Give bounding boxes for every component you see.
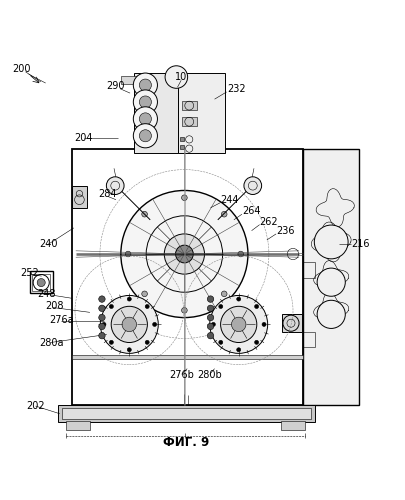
Bar	[121, 76, 149, 84]
Circle shape	[207, 296, 214, 302]
Circle shape	[244, 177, 262, 194]
Circle shape	[121, 190, 248, 318]
Circle shape	[99, 314, 105, 321]
Bar	[134, 73, 178, 154]
Bar	[303, 150, 359, 405]
Text: 240: 240	[39, 239, 57, 249]
Circle shape	[222, 291, 227, 296]
Circle shape	[207, 305, 214, 312]
Text: 232: 232	[228, 84, 246, 94]
Bar	[30, 272, 53, 293]
Circle shape	[237, 348, 241, 352]
Circle shape	[232, 317, 246, 332]
Circle shape	[127, 297, 131, 301]
Circle shape	[237, 297, 241, 301]
Circle shape	[317, 300, 345, 328]
Bar	[72, 354, 303, 360]
Bar	[181, 118, 197, 126]
Bar	[62, 408, 311, 419]
Circle shape	[99, 296, 105, 302]
Circle shape	[314, 225, 348, 259]
Circle shape	[122, 317, 136, 332]
Circle shape	[255, 304, 259, 308]
Circle shape	[139, 113, 151, 125]
Text: 216: 216	[351, 239, 370, 249]
Text: 244: 244	[221, 194, 239, 204]
Circle shape	[181, 308, 187, 313]
Bar	[178, 73, 225, 154]
Circle shape	[142, 291, 147, 296]
Text: ФИГ. 9: ФИГ. 9	[163, 436, 209, 449]
Text: 262: 262	[260, 217, 278, 227]
Bar	[181, 101, 197, 110]
Circle shape	[139, 79, 151, 91]
Circle shape	[139, 96, 151, 108]
Circle shape	[133, 107, 158, 131]
Circle shape	[142, 212, 147, 217]
Circle shape	[175, 245, 193, 263]
Circle shape	[111, 306, 147, 342]
Text: 276a: 276a	[49, 316, 73, 326]
Circle shape	[222, 212, 227, 217]
Circle shape	[165, 66, 188, 88]
Text: 10: 10	[175, 72, 187, 82]
Circle shape	[133, 73, 158, 97]
Circle shape	[133, 90, 158, 114]
Text: 236: 236	[276, 226, 294, 236]
Circle shape	[317, 268, 345, 296]
Circle shape	[238, 251, 243, 257]
Circle shape	[107, 177, 124, 194]
Bar	[72, 150, 303, 405]
Circle shape	[37, 278, 45, 286]
Text: 280b: 280b	[198, 370, 222, 380]
Circle shape	[207, 332, 214, 339]
Bar	[180, 146, 184, 150]
Text: 208: 208	[45, 302, 63, 312]
Circle shape	[262, 322, 266, 326]
Circle shape	[127, 348, 131, 352]
Text: 264: 264	[242, 206, 260, 216]
Circle shape	[207, 323, 214, 330]
Circle shape	[145, 340, 149, 344]
Circle shape	[219, 340, 223, 344]
Circle shape	[211, 322, 215, 326]
Circle shape	[181, 195, 187, 200]
Circle shape	[109, 340, 113, 344]
Circle shape	[139, 130, 151, 142]
Text: 276b: 276b	[170, 370, 194, 380]
Text: 204: 204	[75, 133, 93, 143]
Circle shape	[210, 296, 268, 354]
Text: 202: 202	[27, 401, 45, 411]
Bar	[58, 405, 315, 422]
Text: 284: 284	[98, 190, 116, 200]
Circle shape	[219, 304, 223, 308]
Circle shape	[133, 124, 158, 148]
Circle shape	[99, 305, 105, 312]
Bar	[282, 314, 302, 332]
Bar	[281, 422, 305, 430]
Text: 252: 252	[21, 268, 39, 278]
Circle shape	[100, 296, 158, 354]
Circle shape	[102, 322, 106, 326]
Bar	[72, 186, 87, 208]
Text: 248: 248	[37, 289, 55, 299]
Circle shape	[145, 304, 149, 308]
Text: 200: 200	[13, 64, 31, 74]
Circle shape	[164, 234, 205, 274]
Circle shape	[221, 306, 257, 342]
Circle shape	[207, 314, 214, 321]
Circle shape	[109, 304, 113, 308]
Circle shape	[125, 251, 131, 257]
Circle shape	[99, 323, 105, 330]
Text: 280a: 280a	[39, 338, 63, 347]
Bar	[32, 274, 51, 291]
Circle shape	[153, 322, 157, 326]
Bar	[180, 136, 184, 140]
Text: 290: 290	[106, 81, 124, 91]
Circle shape	[255, 340, 259, 344]
Bar	[66, 422, 90, 430]
Circle shape	[99, 332, 105, 339]
